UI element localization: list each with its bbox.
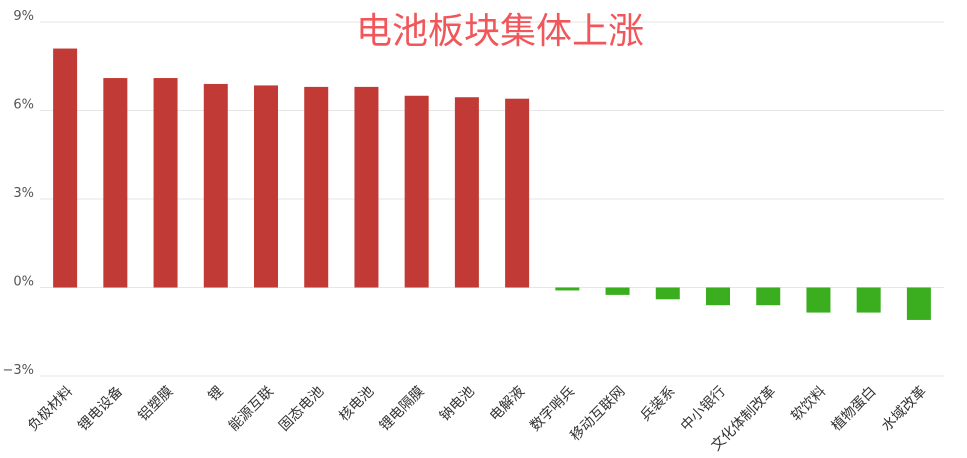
bar-10 bbox=[505, 98, 530, 288]
bar-18 bbox=[906, 287, 931, 320]
x-tick-label: 锂电设备 bbox=[75, 383, 127, 435]
bar-9 bbox=[454, 97, 479, 288]
y-tick-label: 3% bbox=[13, 186, 34, 201]
x-tick-label: 能源互联 bbox=[226, 384, 277, 435]
x-tick-label: 数字哨兵 bbox=[527, 384, 578, 435]
bars bbox=[53, 48, 931, 320]
bar-6 bbox=[304, 86, 329, 288]
x-tick-label: 锂 bbox=[205, 384, 226, 405]
x-tick-label: 负极材料 bbox=[25, 384, 76, 435]
y-tick-label: −3% bbox=[2, 363, 34, 378]
bar-12 bbox=[605, 287, 630, 295]
x-tick-label: 移动互联网 bbox=[568, 384, 629, 445]
bar-3 bbox=[153, 78, 178, 288]
x-tick-label: 钠电池 bbox=[437, 384, 478, 425]
x-tick-label: 中小银行 bbox=[678, 384, 729, 435]
bar-17 bbox=[856, 287, 881, 313]
x-tick-label: 铝塑膜 bbox=[135, 384, 176, 425]
x-tick-label: 固态电池 bbox=[276, 384, 327, 435]
bar-11 bbox=[555, 287, 580, 291]
x-tick-label: 核电池 bbox=[336, 384, 377, 425]
bar-7 bbox=[354, 86, 379, 288]
bar-1 bbox=[53, 48, 78, 288]
chart-title: 电池板块集体上涨 bbox=[356, 11, 644, 52]
bar-15 bbox=[756, 287, 781, 306]
bar-2 bbox=[103, 78, 128, 288]
bar-5 bbox=[254, 85, 278, 288]
bar-14 bbox=[706, 287, 730, 306]
bar-13 bbox=[655, 287, 680, 300]
x-tick-label: 电解液 bbox=[487, 384, 528, 425]
bar-16 bbox=[806, 287, 831, 313]
y-tick-label: 6% bbox=[13, 98, 34, 113]
bar-8 bbox=[404, 95, 429, 288]
bar-4 bbox=[203, 83, 228, 288]
grid-lines bbox=[40, 21, 944, 377]
x-tick-label: 兵装系 bbox=[638, 384, 679, 425]
y-tick-label: 9% bbox=[13, 9, 34, 24]
x-tick-label: 水域改革 bbox=[879, 384, 930, 435]
y-axis-ticks: −3% 0% 3% 6% 9% bbox=[2, 9, 34, 378]
x-tick-label: 软饮料 bbox=[788, 384, 829, 425]
x-tick-label: 锂电隔膜 bbox=[377, 384, 428, 435]
y-tick-label: 0% bbox=[13, 275, 34, 290]
x-axis-labels: 负极材料 锂电设备 铝塑膜 锂能源互联 固态电池 核电池 锂电隔膜 钠电池 电解液 数字哨兵移动互… bbox=[25, 383, 930, 454]
x-tick-label: 植物蛋白 bbox=[829, 384, 880, 435]
